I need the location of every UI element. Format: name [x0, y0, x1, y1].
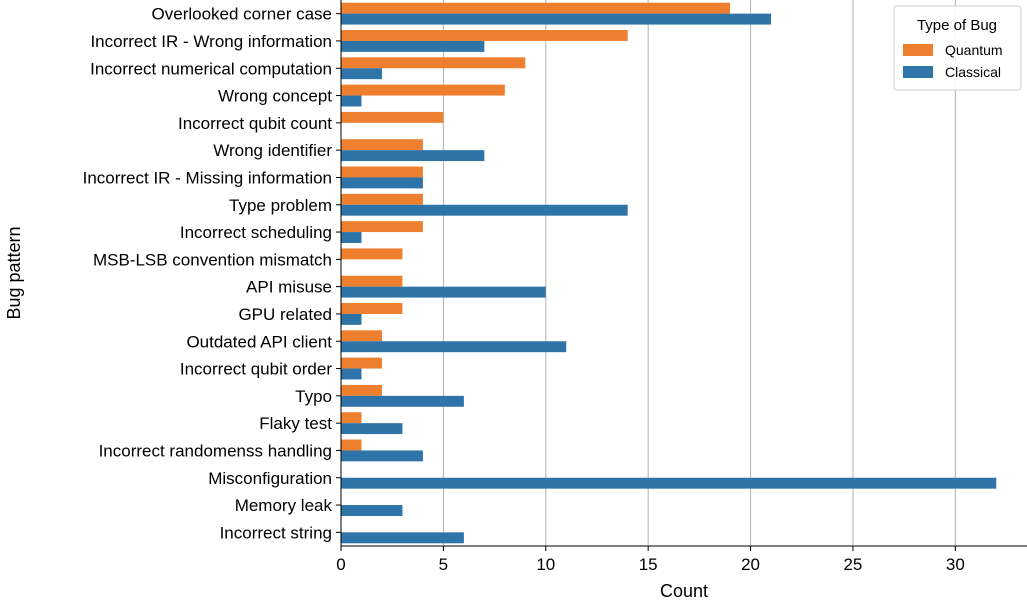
axes [340, 0, 1027, 547]
y-tick-label: Memory leak [235, 496, 333, 515]
y-tick-label: GPU related [238, 305, 332, 324]
y-tick-label: Incorrect IR - Missing information [83, 168, 332, 187]
y-tick-label: Misconfiguration [208, 469, 332, 488]
bar-classical [341, 341, 567, 353]
x-tick-label: 5 [439, 555, 448, 574]
y-tick-label: Incorrect scheduling [180, 223, 332, 242]
grid-lines [442, 0, 956, 546]
y-tick-label: Outdated API client [186, 332, 332, 351]
bar-classical [341, 477, 997, 489]
y-tick-label: Incorrect qubit count [178, 114, 332, 133]
y-tick-label: Incorrect qubit order [180, 360, 332, 379]
bar-classical [341, 95, 362, 107]
bar-classical [341, 450, 423, 462]
legend-title: Type of Bug [917, 17, 997, 34]
bar-quantum [341, 30, 628, 41]
bar-classical [341, 423, 403, 435]
y-tick-label: Incorrect string [220, 523, 332, 542]
bar-quantum [341, 357, 382, 369]
bar-quantum [341, 303, 403, 314]
bar-quantum [341, 275, 403, 287]
y-tick-label: API misuse [246, 278, 332, 297]
bar-quantum [341, 84, 505, 96]
bar-quantum [341, 248, 403, 260]
x-tick-label: 30 [946, 555, 965, 574]
bar-classical [341, 368, 362, 380]
bar-classical [341, 286, 546, 298]
x-ticks: 0 5 10 15 20 25 30 [336, 546, 965, 574]
bar-classical [341, 232, 362, 243]
y-tick-label: MSB-LSB convention mismatch [93, 250, 332, 269]
legend-swatch-quantum [903, 44, 933, 56]
bar-classical [341, 313, 362, 325]
bar-quantum [341, 193, 423, 205]
bar-quantum [341, 139, 423, 151]
legend-swatch-classical [903, 66, 933, 78]
bar-classical [341, 204, 628, 216]
legend-label-classical: Classical [945, 64, 1001, 80]
y-tick-label: Incorrect randomenss handling [99, 441, 332, 460]
x-tick-label: 15 [639, 555, 658, 574]
y-tick-label: Wrong identifier [213, 141, 332, 160]
x-tick-label: 25 [843, 555, 862, 574]
bar-quantum [341, 330, 382, 342]
bar-classical [341, 532, 464, 544]
bar-quantum [341, 111, 444, 123]
y-tick-label: Incorrect IR - Wrong information [90, 32, 332, 51]
bar-classical [341, 505, 403, 516]
bars [341, 2, 997, 544]
x-tick-label: 0 [336, 555, 345, 574]
bar-quantum [341, 57, 526, 69]
y-tick-label: Wrong concept [218, 87, 332, 106]
y-tick-label: Type problem [229, 196, 332, 215]
bar-classical [341, 177, 423, 189]
y-ticks: Overlooked corner case Incorrect IR - Wro… [83, 5, 341, 542]
x-axis-title: Count [660, 581, 708, 601]
y-tick-label: Incorrect numerical computation [90, 59, 332, 78]
x-tick-label: 10 [536, 555, 555, 574]
bar-classical [341, 40, 485, 52]
bar-classical [341, 150, 485, 162]
bar-quantum [341, 166, 423, 178]
legend: Type of Bug Quantum Classical [893, 5, 1022, 91]
y-tick-label: Overlooked corner case [152, 5, 332, 24]
legend-label-quantum: Quantum [945, 42, 1003, 58]
bar-quantum [341, 412, 362, 424]
bar-quantum [341, 439, 362, 451]
bar-quantum [341, 2, 731, 14]
bar-quantum [341, 221, 423, 233]
y-tick-label: Typo [295, 387, 332, 406]
x-tick-label: 20 [741, 555, 760, 574]
y-axis-title: Bug pattern [4, 226, 24, 319]
bar-classical [341, 68, 382, 80]
bar-classical [341, 13, 772, 25]
bar-quantum [341, 384, 382, 396]
y-tick-label: Flaky test [259, 414, 332, 433]
bar-classical [341, 395, 464, 407]
